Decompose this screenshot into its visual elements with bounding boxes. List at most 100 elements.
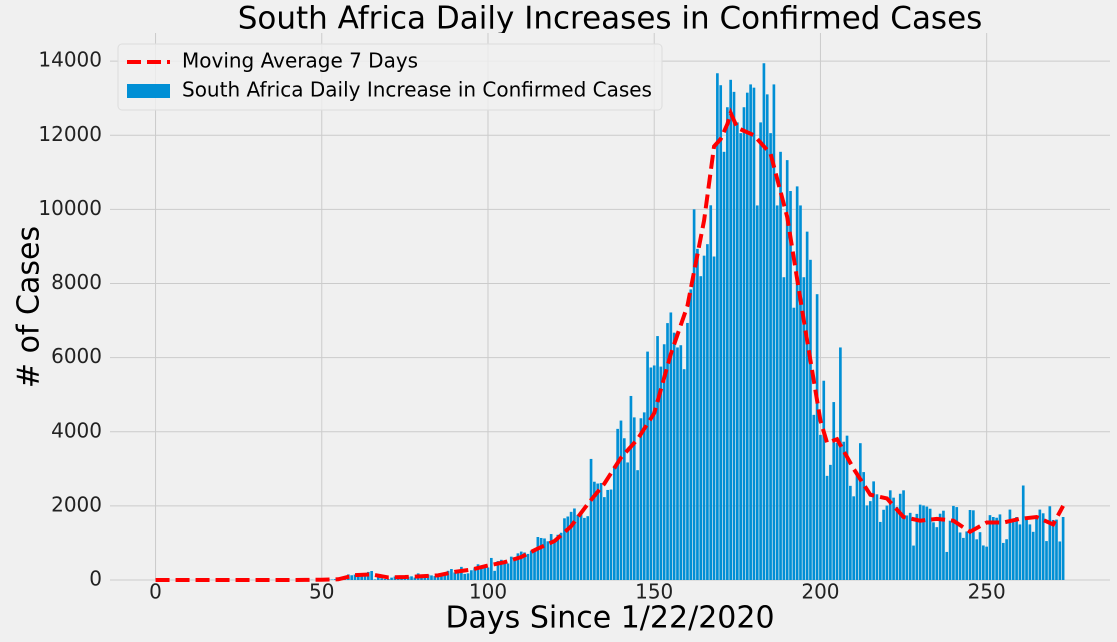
bar: [732, 91, 736, 580]
bar: [815, 294, 819, 580]
bar: [632, 417, 636, 580]
bar: [569, 511, 573, 580]
bar: [745, 92, 749, 581]
x-axis-label: Days Since 1/22/2020: [445, 601, 774, 636]
bar: [722, 151, 726, 580]
bar: [799, 205, 802, 580]
bar: [839, 347, 842, 580]
bar: [676, 347, 679, 580]
bar: [709, 205, 713, 581]
bar: [443, 574, 447, 580]
bar: [726, 107, 729, 581]
bar: [486, 567, 490, 580]
bar: [882, 509, 885, 580]
bar: [789, 191, 792, 580]
bar: [576, 514, 580, 580]
bar: [543, 538, 546, 580]
bar: [982, 545, 985, 580]
bar: [905, 515, 909, 580]
bar: [749, 84, 752, 580]
bar: [1021, 485, 1025, 580]
bar: [868, 501, 872, 580]
bar: [679, 345, 683, 580]
bar: [496, 561, 500, 580]
bar: [1041, 513, 1045, 580]
bar: [898, 493, 902, 580]
bar: [646, 351, 649, 580]
bar: [932, 522, 935, 580]
bar: [716, 73, 719, 580]
bar: [849, 485, 852, 580]
bar: [782, 277, 786, 580]
bar: [962, 537, 965, 580]
y-tick-label: 14000: [38, 48, 102, 72]
bar: [918, 504, 922, 580]
y-tick-label: 6000: [51, 344, 102, 368]
bar: [363, 574, 367, 580]
bar: [549, 534, 553, 580]
bar: [795, 186, 799, 580]
bar: [908, 512, 912, 580]
chart-title: South Africa Daily Increases in Confirme…: [238, 1, 983, 37]
bar: [975, 539, 979, 580]
bar: [566, 516, 570, 580]
bar: [413, 577, 417, 580]
bar: [682, 369, 686, 580]
bar: [529, 550, 533, 580]
bar: [765, 94, 769, 581]
plot-area: [110, 33, 1110, 580]
bar: [892, 497, 895, 580]
bar: [559, 532, 563, 580]
bar: [1005, 539, 1008, 580]
bar: [762, 63, 766, 580]
bar: [513, 557, 516, 580]
bar: [855, 471, 859, 580]
bar: [862, 472, 865, 580]
bar: [1045, 541, 1048, 580]
bar: [696, 248, 699, 580]
bar: [938, 513, 942, 580]
bar: [812, 414, 816, 580]
bar: [672, 332, 676, 580]
bar: [752, 87, 756, 581]
bar: [991, 516, 995, 580]
y-tick-label: 12000: [38, 122, 102, 146]
bar: [666, 323, 669, 580]
legend-swatch: [127, 84, 170, 98]
bar: [357, 576, 360, 580]
bar: [636, 470, 639, 580]
bar: [533, 549, 536, 580]
bar: [430, 575, 433, 580]
bar: [526, 553, 530, 580]
bar: [376, 576, 380, 580]
bar: [739, 133, 742, 580]
bar: [706, 244, 709, 581]
legend: Moving Average 7 Days South Africa Daily …: [117, 43, 663, 111]
bar: [1018, 524, 1022, 580]
bar: [483, 566, 486, 580]
bar: [829, 464, 832, 580]
bar: [563, 518, 566, 580]
bar: [503, 561, 506, 580]
bar: [878, 521, 882, 580]
bar: [466, 573, 470, 580]
bar: [928, 508, 932, 580]
bar: [972, 510, 975, 580]
bar: [599, 482, 603, 580]
bar: [1011, 519, 1015, 580]
bar: [652, 365, 656, 580]
bar: [902, 490, 905, 580]
bar: [480, 566, 483, 580]
bar: [476, 564, 480, 580]
bar: [805, 231, 809, 580]
bar: [586, 516, 590, 580]
bar: [353, 574, 357, 580]
bar: [942, 510, 945, 580]
legend-label: Moving Average 7 Days: [182, 49, 418, 73]
bar: [499, 559, 503, 580]
bar: [1008, 509, 1012, 580]
bar: [596, 483, 600, 580]
bar: [616, 428, 619, 580]
bar: [832, 402, 836, 580]
